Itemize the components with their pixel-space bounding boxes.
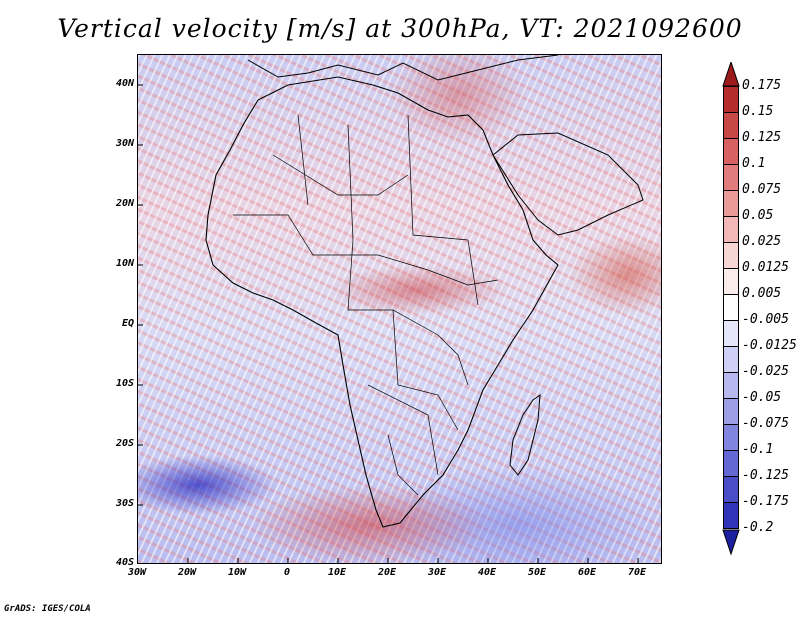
map-title: Vertical velocity [m/s] at 300hPa, VT: 2… — [57, 14, 743, 43]
lat-label-10n: 10N — [115, 258, 134, 269]
colorbar-swatch — [723, 424, 739, 450]
colorbar-arrows — [722, 62, 740, 556]
colorbar-swatch — [723, 190, 739, 216]
colorbar-label: 0.05 — [742, 208, 774, 223]
colorbar-swatch — [723, 268, 739, 294]
colorbar-separator — [723, 424, 739, 425]
colorbar-separator — [723, 164, 739, 165]
colorbar-separator — [723, 294, 739, 295]
colorbar-swatch — [723, 320, 739, 346]
lon-label-60e: 60E — [577, 567, 597, 578]
colorbar-label: -0.005 — [742, 312, 789, 327]
colorbar-label: 0.175 — [742, 78, 782, 93]
colorbar-label: -0.1 — [742, 442, 774, 457]
colorbar-separator — [723, 242, 739, 243]
lon-label-0: 0 — [283, 567, 291, 578]
lat-label-20s: 20S — [115, 438, 134, 449]
europe-coastline — [247, 55, 559, 81]
colorbar-label: 0.025 — [742, 234, 782, 249]
colorbar-swatch — [723, 138, 739, 164]
colorbar-label: 0.125 — [742, 130, 782, 145]
colorbar-separator — [723, 112, 739, 113]
lat-label-40n: 40N — [115, 78, 134, 89]
colorbar-swatch — [723, 164, 739, 190]
lon-label-10w: 10W — [227, 567, 247, 578]
madagascar-outline — [509, 393, 541, 476]
colorbar-bottom-arrow — [722, 529, 740, 556]
colorbar-separator — [723, 346, 739, 347]
lon-label-70e: 70E — [627, 567, 647, 578]
lat-label-30n: 30N — [115, 138, 134, 149]
axis-ticks — [138, 84, 639, 563]
map-canvas — [138, 55, 644, 563]
lat-label-40s: 40S — [115, 557, 134, 568]
colorbar-label: 0.15 — [742, 104, 774, 119]
lon-label-30w: 30W — [127, 567, 147, 578]
lon-label-50e: 50E — [527, 567, 547, 578]
colorbar-label: -0.2 — [742, 520, 774, 535]
lon-label-20w: 20W — [177, 567, 197, 578]
colorbar-swatch — [723, 450, 739, 476]
colorbar-swatch — [723, 242, 739, 268]
colorbar-label: -0.175 — [742, 494, 789, 509]
colorbar-separator — [723, 476, 739, 477]
grads-credit: GrADS: IGES/COLA — [4, 604, 91, 614]
vertical-velocity-map — [137, 54, 662, 564]
colorbar-label: -0.05 — [742, 390, 782, 405]
colorbar-swatch — [723, 398, 739, 424]
lon-label-40e: 40E — [477, 567, 497, 578]
colorbar-swatch — [723, 476, 739, 502]
lon-label-10e: 10E — [327, 567, 347, 578]
colorbar-separator — [723, 86, 739, 87]
colorbar-label: -0.075 — [742, 416, 789, 431]
colorbar-separator — [723, 320, 739, 321]
colorbar-separator — [723, 398, 739, 399]
colorbar-swatch — [723, 346, 739, 372]
colorbar-separator — [723, 138, 739, 139]
colorbar-swatch — [723, 86, 739, 112]
colorbar-label: -0.0125 — [742, 338, 797, 353]
colorbar-separator — [723, 268, 739, 269]
colorbar-separator — [723, 450, 739, 451]
colorbar-label: 0.075 — [742, 182, 782, 197]
colorbar-separator — [723, 528, 739, 529]
lat-label-20n: 20N — [115, 198, 134, 209]
colorbar-separator — [723, 372, 739, 373]
colorbar-separator — [723, 502, 739, 503]
colorbar-label: -0.025 — [742, 364, 789, 379]
colorbar-label: -0.125 — [742, 468, 789, 483]
lat-label-30s: 30S — [115, 498, 134, 509]
colorbar-label: 0.0125 — [742, 260, 789, 275]
colorbar-separator — [723, 216, 739, 217]
colorbar-swatch — [723, 112, 739, 138]
lat-label-eq: EQ — [121, 318, 134, 329]
lon-label-30e: 30E — [427, 567, 447, 578]
country-borders — [233, 114, 499, 496]
colorbar-separator — [723, 190, 739, 191]
colorbar-swatch — [723, 372, 739, 398]
colorbar-swatch — [723, 502, 739, 528]
lat-label-10s: 10S — [115, 378, 134, 389]
colorbar-label: 0.005 — [742, 286, 782, 301]
arabia-outline — [492, 132, 644, 236]
colorbar-swatch — [723, 294, 739, 320]
colorbar-swatch — [723, 216, 739, 242]
colorbar-top-arrow — [722, 62, 740, 87]
africa-coastline — [205, 76, 559, 528]
colorbar-label: 0.1 — [742, 156, 766, 171]
lon-label-20e: 20E — [377, 567, 397, 578]
